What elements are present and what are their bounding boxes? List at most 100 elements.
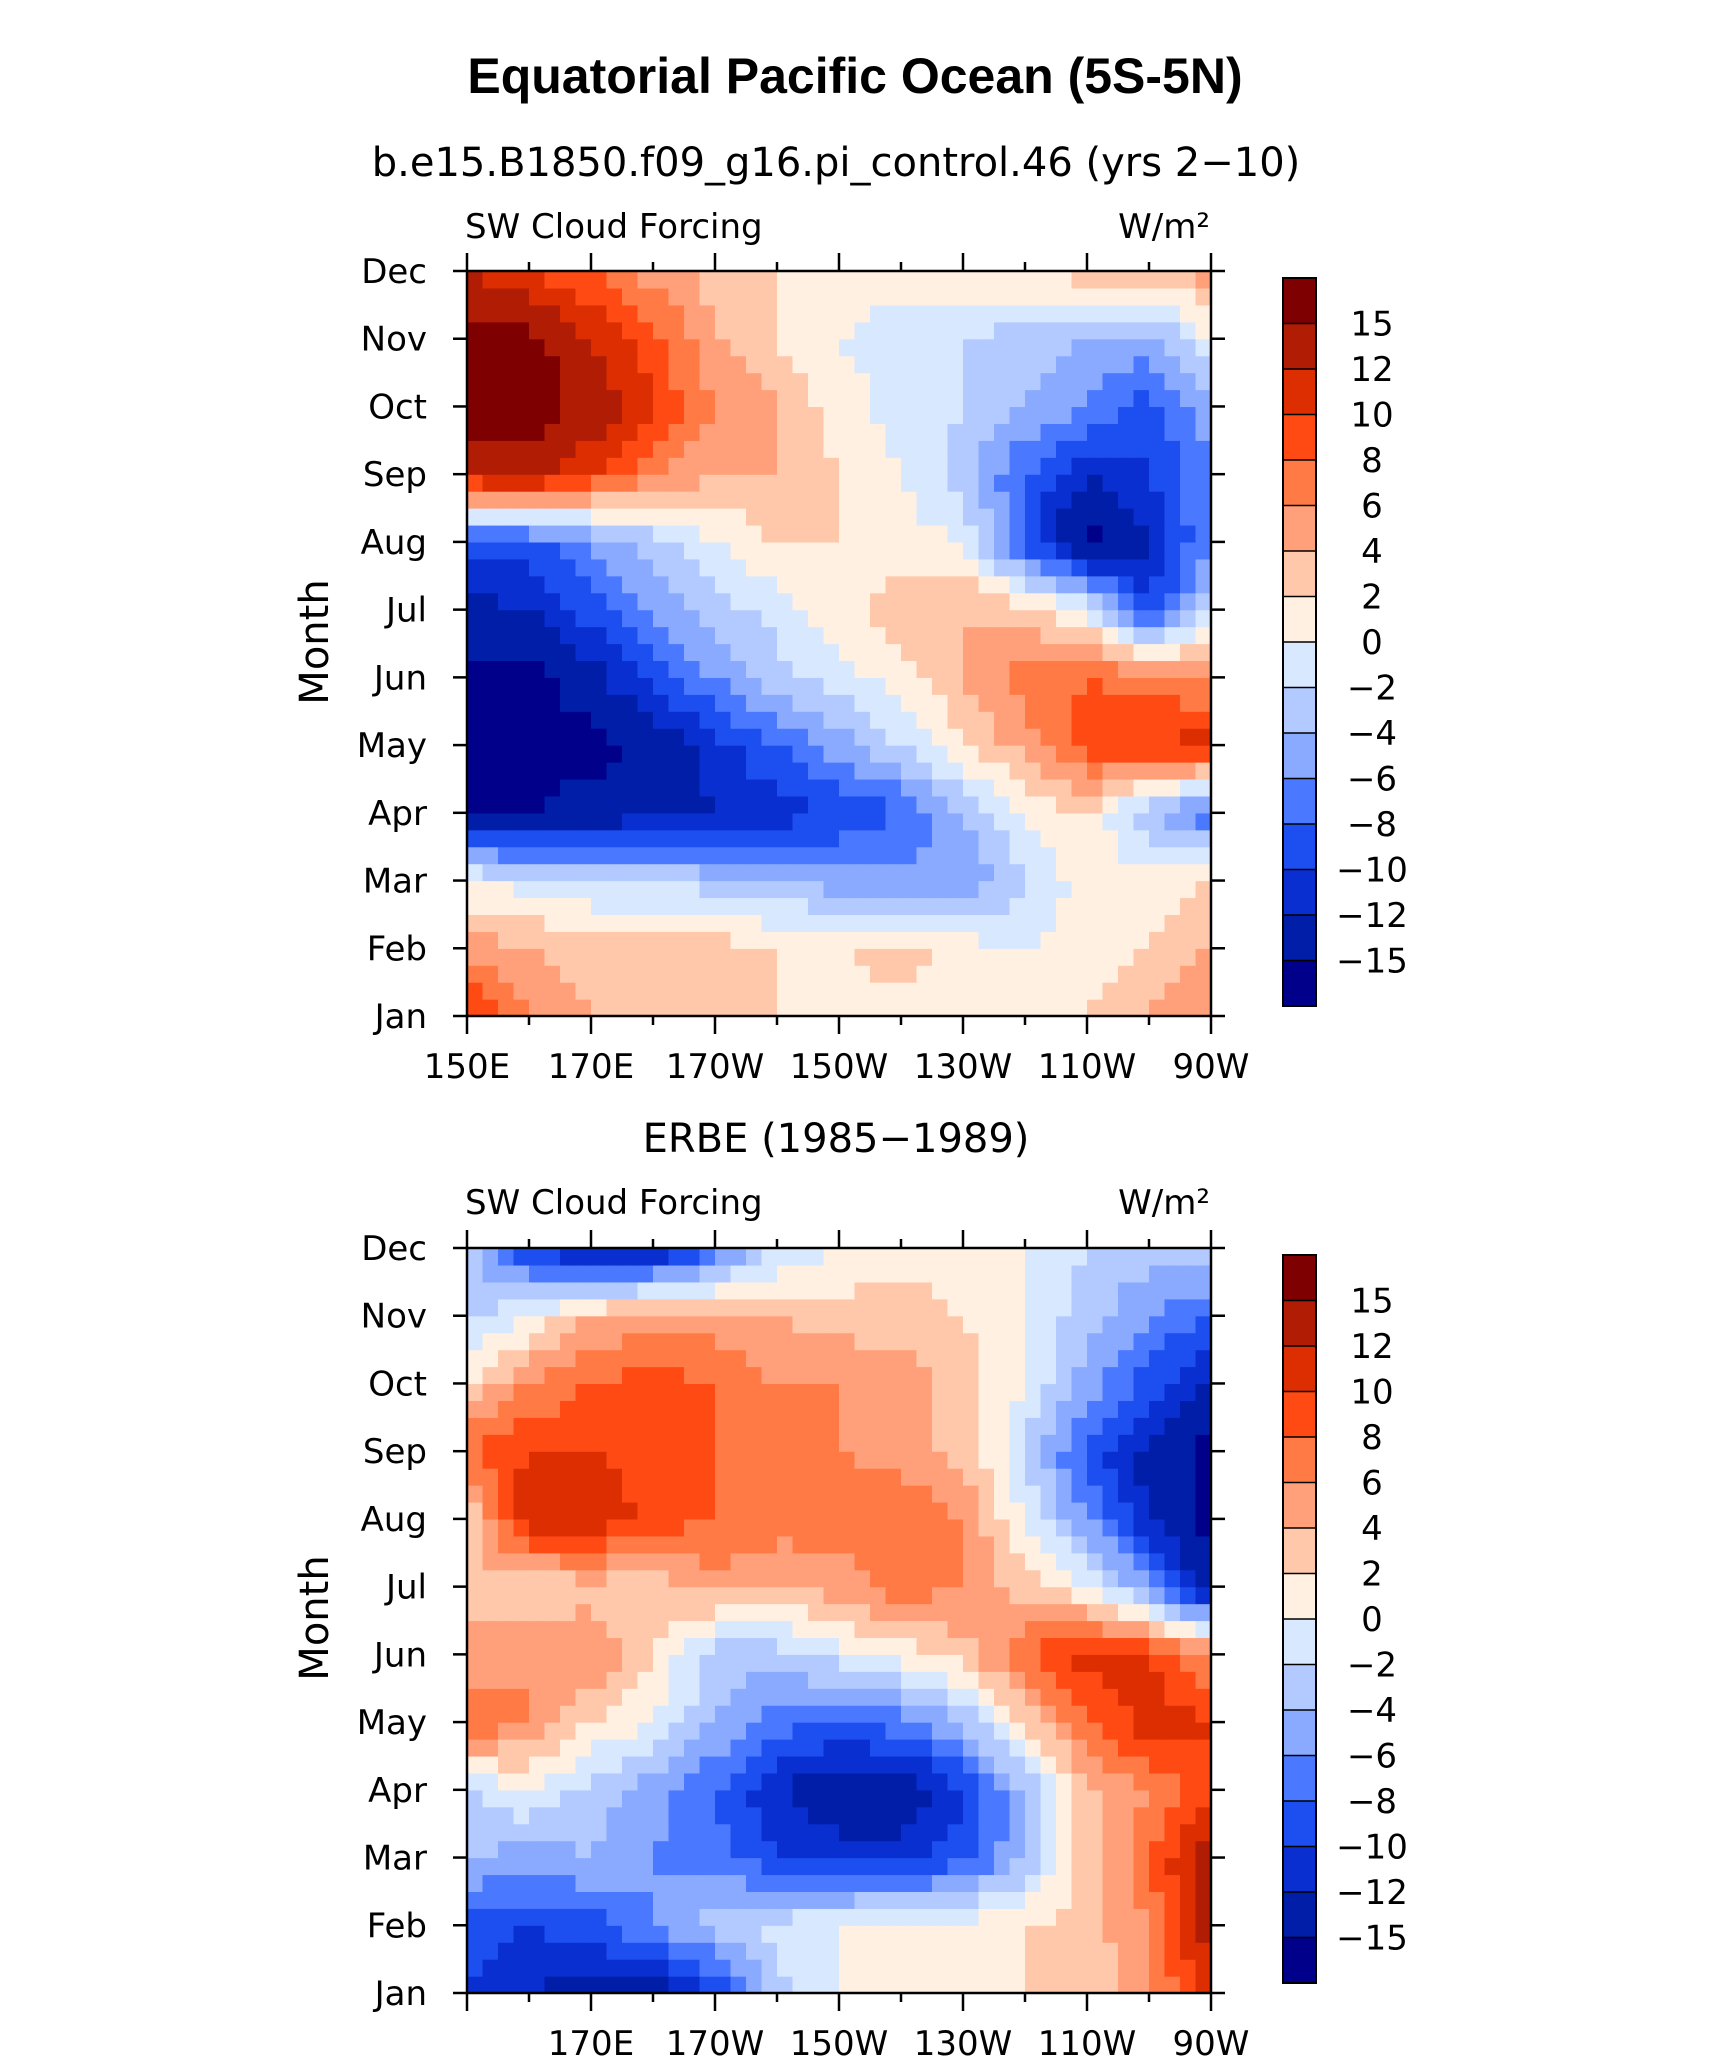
heatmap-cell (808, 1468, 825, 1486)
heatmap-cell (699, 508, 716, 526)
heatmap-cell (1056, 338, 1073, 357)
heatmap-cell (1040, 982, 1057, 1000)
heatmap-cell (916, 982, 933, 1000)
heatmap-cell (1087, 1637, 1104, 1655)
heatmap-cell (761, 389, 778, 408)
heatmap-cell (1149, 457, 1166, 475)
heatmap-cell (885, 1349, 902, 1368)
heatmap-cell (1102, 711, 1119, 729)
heatmap-cell (513, 677, 530, 695)
heatmap-cell (885, 812, 902, 831)
heatmap-cell (885, 1569, 902, 1588)
heatmap-cell (870, 931, 887, 949)
heatmap-cell (684, 541, 701, 560)
heatmap-cell (761, 457, 778, 475)
heatmap-cell (994, 965, 1011, 983)
heatmap-cell (653, 541, 670, 560)
heatmap-cell (777, 575, 794, 594)
heatmap-cell (963, 1400, 980, 1418)
heatmap-cell (513, 694, 530, 712)
heatmap-cell (963, 728, 980, 746)
heatmap-cell (761, 1789, 778, 1808)
heatmap-cell (730, 711, 747, 729)
heatmap-cell (653, 1789, 670, 1808)
heatmap-cell (978, 474, 995, 492)
heatmap-cell (560, 271, 577, 289)
heatmap-cell (978, 1569, 995, 1588)
heatmap-cell (575, 897, 592, 916)
heatmap-cell (1040, 1755, 1057, 1774)
heatmap-cell (622, 1637, 639, 1655)
heatmap-cell (513, 745, 530, 763)
heatmap-cell (498, 745, 515, 763)
heatmap-cell (746, 677, 763, 695)
colorbar-swatch (1283, 414, 1316, 461)
heatmap-cell (978, 1891, 995, 1909)
heatmap-cell (529, 1925, 546, 1943)
heatmap-cell (1118, 643, 1135, 662)
heatmap-cell (885, 1908, 902, 1926)
heatmap-cell (498, 474, 515, 492)
heatmap-cell (1195, 1806, 1212, 1825)
heatmap-cell (498, 1535, 515, 1554)
heatmap-cell (1164, 1451, 1181, 1469)
heatmap-cell (482, 558, 499, 577)
heatmap-cell (1164, 440, 1181, 458)
heatmap-cell (606, 1891, 623, 1909)
heatmap-cell (1087, 694, 1104, 712)
heatmap-cell (777, 1468, 794, 1486)
heatmap-cell (978, 999, 995, 1017)
heatmap-cell (746, 1434, 763, 1452)
heatmap-cell (668, 355, 685, 374)
heatmap-cell (963, 745, 980, 763)
heatmap-cell (560, 880, 577, 899)
heatmap-cell (575, 491, 592, 509)
heatmap-cell (916, 846, 933, 865)
heatmap-cell (1071, 1722, 1088, 1740)
heatmap-cell (839, 1772, 856, 1791)
heatmap-cell (839, 1891, 856, 1909)
heatmap-cell (994, 812, 1011, 831)
heatmap-cell (1164, 965, 1181, 983)
heatmap-cell (885, 677, 902, 695)
top-panel-heatmap (467, 271, 1212, 1017)
heatmap-cell (529, 1874, 546, 1893)
heatmap-cell (715, 1654, 732, 1672)
heatmap-cell (916, 999, 933, 1017)
heatmap-cell (963, 762, 980, 780)
heatmap-cell (591, 1755, 608, 1774)
heatmap-cell (622, 1383, 639, 1401)
heatmap-cell (1040, 1739, 1057, 1757)
heatmap-cell (1180, 965, 1197, 983)
heatmap-cell (1025, 914, 1042, 932)
heatmap-cell (560, 389, 577, 408)
heatmap-cell (560, 1383, 577, 1401)
heatmap-cell (854, 1671, 871, 1689)
heatmap-cell (870, 711, 887, 729)
heatmap-cell (916, 1248, 933, 1266)
heatmap-cell (777, 694, 794, 712)
heatmap-cell (963, 1383, 980, 1401)
heatmap-cell (1180, 1366, 1197, 1385)
heatmap-cell (1195, 728, 1212, 746)
heatmap-cell (916, 948, 933, 966)
heatmap-cell (994, 508, 1011, 526)
heatmap-cell (994, 321, 1011, 340)
heatmap-cell (901, 1366, 918, 1385)
heatmap-cell (684, 1485, 701, 1503)
heatmap-cell (1087, 812, 1104, 831)
heatmap-cell (715, 711, 732, 729)
heatmap-cell (916, 1789, 933, 1808)
heatmap-cell (653, 1722, 670, 1740)
heatmap-cell (482, 914, 499, 932)
heatmap-cell (947, 1315, 964, 1334)
heatmap-cell (482, 1315, 499, 1334)
heatmap-cell (513, 778, 530, 797)
heatmap-cell (1180, 1332, 1197, 1351)
heatmap-cell (622, 1569, 639, 1588)
y-tick-label: Dec (361, 1229, 427, 1269)
heatmap-cell (637, 1501, 654, 1520)
heatmap-cell (637, 541, 654, 560)
heatmap-cell (1149, 372, 1166, 391)
heatmap-cell (730, 271, 747, 289)
